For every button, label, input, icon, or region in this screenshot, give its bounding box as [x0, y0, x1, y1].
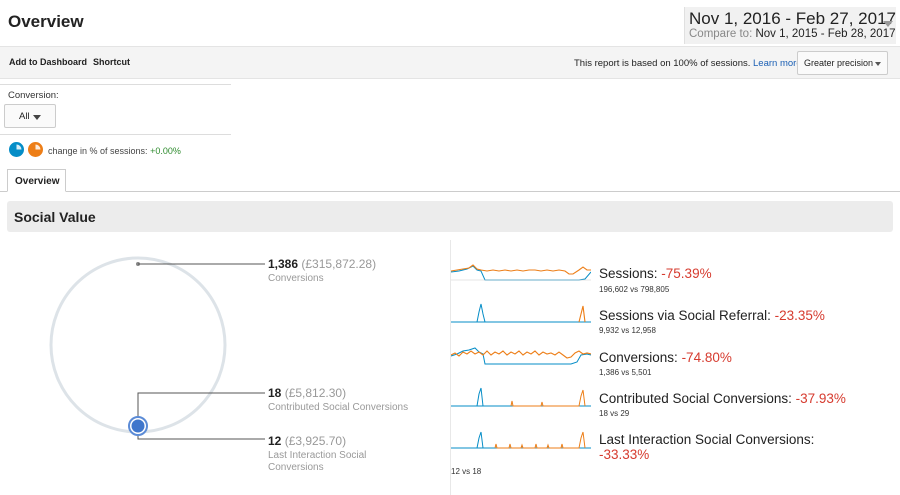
date-range-value: Nov 1, 2016 - Feb 27, 2017: [689, 9, 896, 28]
conversion-dropdown[interactable]: All: [4, 104, 56, 128]
sessions-sparkline: [451, 264, 591, 281]
referral-spike-current: [578, 305, 586, 323]
metric-contributed-change: -37.93%: [795, 391, 846, 406]
conversions-line-prior: [451, 347, 591, 365]
metric-last-interaction-label: Last Interaction Social Conversions:: [599, 432, 815, 447]
metric-conversions-label: Conversions:: [599, 350, 678, 365]
learn-more-link[interactable]: Learn more: [753, 58, 802, 69]
referral-spike-prior: [476, 303, 486, 323]
precision-value: Greater precision: [804, 58, 874, 68]
metric-last-interaction-compare: 12 vs 18: [451, 467, 482, 476]
last-interaction-count: 12: [268, 434, 282, 448]
metric-contributed-compare: 18 vs 29: [599, 409, 630, 418]
contributed-sparkline: [451, 387, 591, 407]
compare-label: Compare to:: [689, 28, 753, 40]
social-conversions-marker: [131, 419, 145, 433]
metric-conversions: Conversions: -74.80%: [599, 350, 732, 365]
page-title: Overview: [8, 12, 84, 31]
pie-segment-icon: [16, 144, 22, 150]
contributed-spike-prior: [476, 387, 484, 407]
conversions-count: 1,386: [268, 257, 299, 271]
compare-range-value: Nov 1, 2015 - Feb 28, 2017: [755, 28, 896, 40]
last-interaction-value: (£3,925.70): [284, 434, 347, 448]
segment-change-label: change in % of sessions:: [48, 146, 148, 156]
conversions-stat: 1,386 (£315,872.28): [268, 257, 376, 271]
social-referral-sparkline: [451, 303, 591, 323]
add-to-dashboard-button[interactable]: Add to Dashboard: [9, 57, 87, 67]
metric-sessions-change: -75.39%: [661, 266, 712, 281]
contributed-label: Contributed Social Conversions: [268, 402, 409, 413]
divider: [450, 240, 451, 495]
last-spike-prior: [476, 431, 484, 449]
report-toolbar: Add to Dashboard Shortcut This report is…: [0, 46, 900, 79]
segment-change: change in % of sessions: +0.00%: [48, 146, 181, 156]
report-header: Overview Nov 1, 2016 - Feb 27, 2017 Comp…: [0, 0, 900, 46]
contributed-connector: [137, 392, 265, 426]
metric-social-referral: Sessions via Social Referral: -23.35%: [599, 308, 825, 323]
pie-segment-icon: [35, 144, 41, 150]
contributed-stat: 18 (£5,812.30): [268, 386, 346, 400]
conversions-line-current: [451, 350, 591, 359]
social-value-ring: [49, 256, 265, 440]
metric-last-interaction: Last Interaction Social Conversions: -33…: [599, 432, 814, 462]
section-title: Social Value: [14, 209, 96, 225]
divider: [0, 134, 231, 135]
metric-conversions-compare: 1,386 vs 5,501: [599, 368, 652, 377]
metric-contributed: Contributed Social Conversions: -37.93%: [599, 391, 846, 406]
divider: [0, 84, 231, 85]
metric-social-referral-compare: 9,932 vs 12,958: [599, 326, 656, 335]
sessions-line-current: [451, 264, 591, 275]
metric-social-referral-change: -23.35%: [774, 308, 825, 323]
tab-overview[interactable]: Overview: [7, 169, 66, 192]
sessions-line-prior: [451, 265, 591, 281]
date-range-picker[interactable]: Nov 1, 2016 - Feb 27, 2017 Compare to: N…: [684, 7, 896, 44]
metric-contributed-label: Contributed Social Conversions:: [599, 391, 792, 406]
shortcut-button[interactable]: Shortcut: [93, 57, 130, 67]
tab-bar-line: [0, 191, 900, 192]
segment-change-value: +0.00%: [150, 146, 181, 156]
conversions-value: (£315,872.28): [301, 257, 377, 271]
segment-blue-icon[interactable]: [9, 142, 24, 157]
conversions-label: Conversions: [268, 273, 324, 284]
metric-last-interaction-change: -33.33%: [599, 447, 650, 462]
segment-orange-icon[interactable]: [28, 142, 43, 157]
contributed-value: (£5,812.30): [284, 386, 347, 400]
compare-range: Compare to: Nov 1, 2015 - Feb 28, 2017: [689, 28, 896, 40]
sampling-note-text: This report is based on 100% of sessions…: [574, 58, 751, 69]
last-interaction-label: Last Interaction Social Conversions: [268, 450, 367, 473]
sampling-note: This report is based on 100% of sessions…: [574, 58, 802, 69]
last-spike-current: [494, 431, 586, 449]
contributed-spike-current: [510, 389, 586, 407]
last-interaction-sparkline: [451, 431, 591, 449]
metric-conversions-change: -74.80%: [681, 350, 732, 365]
conversion-label: Conversion:: [8, 90, 59, 101]
conversions-sparkline: [451, 347, 591, 365]
caret-down-icon: [875, 62, 881, 66]
metric-sessions-label: Sessions:: [599, 266, 658, 281]
conversion-value: All: [19, 111, 30, 122]
contributed-count: 18: [268, 386, 282, 400]
metric-sessions: Sessions: -75.39%: [599, 266, 712, 281]
last-interaction-stat: 12 (£3,925.70): [268, 434, 346, 448]
metric-sessions-compare: 196,602 vs 798,805: [599, 285, 670, 294]
metric-social-referral-label: Sessions via Social Referral:: [599, 308, 771, 323]
last-interaction-connector: [137, 426, 265, 440]
precision-dropdown[interactable]: Greater precision: [797, 51, 888, 75]
caret-down-icon: [33, 115, 41, 120]
chevron-down-icon[interactable]: [883, 21, 893, 27]
section-header: Social Value: [7, 201, 893, 232]
